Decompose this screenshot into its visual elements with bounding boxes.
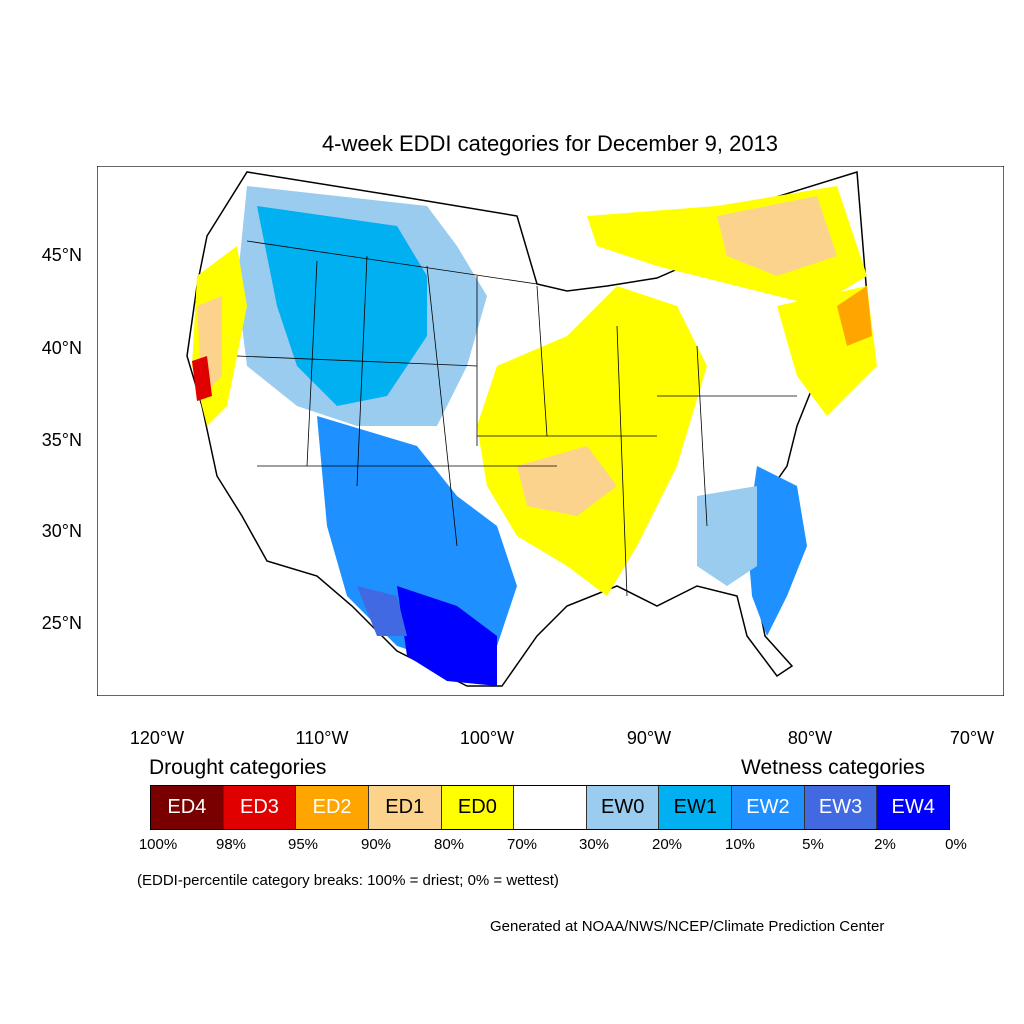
credit-line: Generated at NOAA/NWS/NCEP/Climate Predi…	[490, 918, 885, 935]
percent-break-98: 98%	[215, 836, 247, 853]
map-title: 4-week EDDI categories for December 9, 2…	[321, 131, 779, 156]
lat-label-45: 45°N	[41, 245, 82, 265]
legend-color-bar: ED4 ED3 ED2 ED1 ED0 EW0 EW1 EW2 EW3 EW4	[150, 785, 950, 830]
lon-label-120: 120°W	[129, 728, 185, 748]
wetness-categories-heading: Wetness categories	[741, 756, 926, 779]
region-ew3-texas	[357, 586, 407, 636]
percent-break-30: 30%	[578, 836, 610, 853]
drought-categories-heading: Drought categories	[149, 756, 327, 779]
percent-break-10: 10%	[724, 836, 756, 853]
region-ew2-southeast	[747, 466, 807, 636]
legend-swatch-ed4: ED4	[151, 786, 224, 829]
lon-label-90: 90°W	[626, 728, 672, 748]
state-boundaries	[236, 240, 797, 597]
category-breaks-note: (EDDI-percentile category breaks: 100% =…	[137, 872, 559, 889]
legend-swatch-ed2: ED2	[296, 786, 369, 829]
region-ew4-texas	[397, 586, 497, 686]
percent-break-70: 70%	[506, 836, 538, 853]
region-ed1-central	[517, 446, 617, 516]
percent-break-0: 0%	[945, 836, 967, 853]
legend-swatch-ed3: ED3	[223, 786, 297, 829]
percent-break-100: 100%	[138, 836, 178, 853]
legend-swatch-ed0: ED0	[441, 786, 515, 829]
region-ed0-central	[477, 286, 707, 596]
lon-label-80: 80°W	[787, 728, 833, 748]
lon-label-100: 100°W	[459, 728, 515, 748]
percent-break-20: 20%	[651, 836, 683, 853]
region-ew0-southeast	[697, 486, 757, 586]
legend-swatch-ew4: EW4	[877, 786, 950, 829]
lat-label-30: 30°N	[41, 521, 82, 541]
legend-swatch-ew3: EW3	[804, 786, 878, 829]
region-ed2-northeast	[837, 286, 872, 346]
percent-break-80: 80%	[433, 836, 465, 853]
region-ed1-north	[717, 196, 837, 276]
region-ew1-west	[257, 206, 427, 406]
map-panel	[97, 166, 1004, 696]
percent-break-95: 95%	[287, 836, 319, 853]
percent-break-2: 2%	[874, 836, 896, 853]
legend-swatch-ew1: EW1	[659, 786, 733, 829]
percent-break-5: 5%	[802, 836, 824, 853]
legend-swatch-ew2: EW2	[732, 786, 805, 829]
lat-label-25: 25°N	[41, 613, 82, 633]
legend-swatch-ed1: ED1	[368, 786, 442, 829]
legend-swatch-neutral	[514, 786, 587, 829]
region-ed3-westcoast	[192, 356, 212, 401]
lat-label-35: 35°N	[41, 430, 82, 450]
lon-label-70: 70°W	[949, 728, 995, 748]
legend-swatch-ew0: EW0	[586, 786, 660, 829]
percent-break-90: 90%	[360, 836, 392, 853]
lat-label-40: 40°N	[41, 338, 82, 358]
lon-label-110: 110°W	[295, 728, 349, 748]
